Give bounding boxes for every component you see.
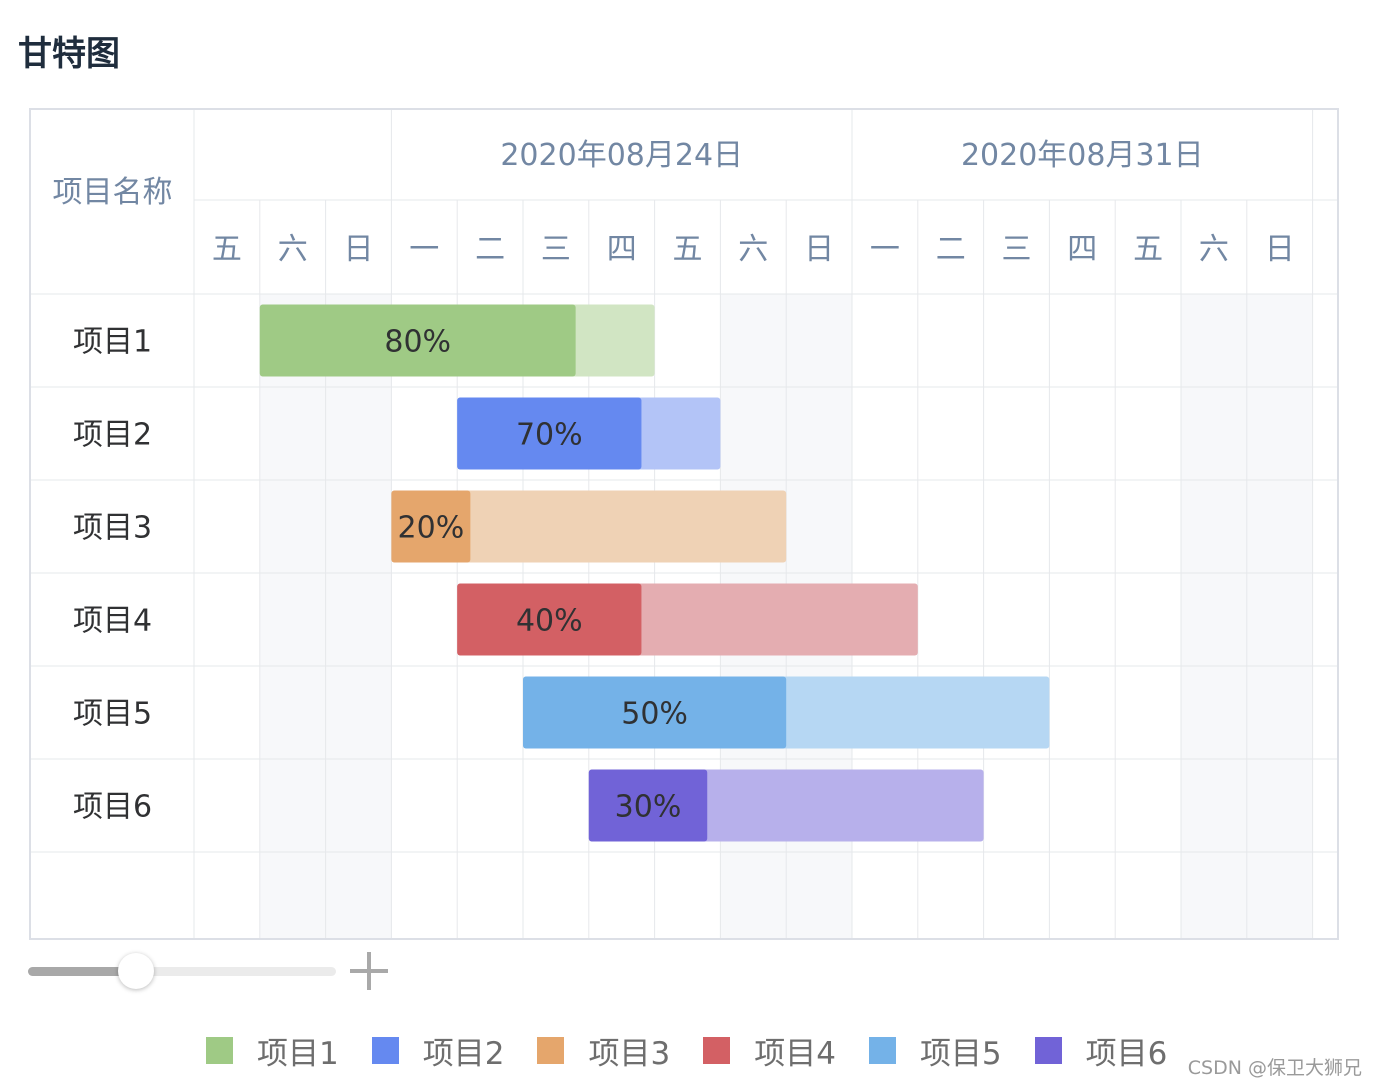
day-label: 一 — [870, 232, 900, 267]
legend-swatch — [206, 1036, 233, 1064]
task-name: 项目3 — [73, 511, 152, 546]
task-name: 项目1 — [73, 325, 152, 360]
week-label: 2020年08月24日 — [500, 138, 743, 173]
zoom-slider-fill — [28, 967, 136, 976]
legend-swatch — [371, 1036, 399, 1064]
day-label: 五 — [212, 232, 242, 267]
day-label: 六 — [738, 232, 768, 267]
row-header-label: 项目名称 — [53, 175, 173, 210]
task-progress — [259, 304, 576, 377]
task-name: 项目5 — [73, 697, 152, 732]
day-label: 五 — [1133, 232, 1163, 267]
task-progress-label: 70% — [516, 418, 583, 453]
legend-swatch — [1034, 1036, 1062, 1064]
legend-label: 项目5 — [919, 1035, 1002, 1072]
task-name: 项目4 — [73, 604, 152, 639]
legend-label: 项目2 — [422, 1035, 505, 1072]
legend-label: 项目1 — [257, 1035, 339, 1072]
zoom-in-icon[interactable] — [350, 952, 388, 990]
week-label: 2020年08月31日 — [961, 138, 1204, 173]
task-name: 项目2 — [73, 418, 152, 453]
legend-item[interactable]: 项目5 — [868, 1028, 1002, 1073]
day-label: 日 — [804, 232, 834, 267]
task-name: 项目6 — [73, 790, 152, 825]
task-progress — [391, 490, 471, 563]
day-label: 日 — [1265, 232, 1295, 267]
weekend-shade — [1246, 294, 1313, 938]
day-label: 日 — [344, 232, 374, 267]
legend-label: 项目6 — [1085, 1035, 1168, 1072]
watermark: CSDN @保卫大狮兄 — [1187, 1057, 1362, 1079]
task-progress — [588, 769, 708, 842]
legend: 项目1 项目2 项目3 项目4 项目5 项目6 — [206, 1028, 1200, 1072]
legend-swatch — [703, 1036, 731, 1064]
legend-label: 项目3 — [588, 1035, 671, 1072]
gantt-svg: 项目名称2020年08月24日 2020年08月31日五六日一二三四五六日一二三四… — [31, 110, 1337, 938]
zoom-slider-track[interactable] — [28, 967, 336, 976]
chart-title: 甘特图 — [18, 34, 120, 74]
weekend-shade — [259, 294, 326, 938]
day-label: 一 — [409, 232, 439, 267]
day-label: 二 — [936, 232, 966, 267]
zoom-slider-thumb[interactable] — [117, 953, 154, 989]
task-progress-label: 50% — [621, 697, 688, 732]
weekend-shade — [325, 294, 392, 938]
day-label: 四 — [607, 232, 637, 267]
legend-item[interactable]: 项目6 — [1034, 1028, 1168, 1073]
zoom-slider[interactable] — [28, 952, 348, 992]
day-label: 四 — [1067, 232, 1097, 267]
day-label: 三 — [1002, 232, 1032, 267]
day-label: 六 — [1199, 232, 1229, 267]
legend-item[interactable]: 项目3 — [537, 1028, 670, 1073]
task-progress-label: 20% — [398, 511, 465, 546]
task-progress-label: 40% — [516, 604, 583, 639]
day-label: 二 — [475, 232, 505, 267]
task-progress — [457, 397, 642, 470]
task-progress — [457, 583, 642, 656]
gantt-chart: 项目名称 2020年08月24日 2020年08月31日五六日一二三四五六日一二三四… — [29, 108, 1339, 940]
legend-item[interactable]: 项目2 — [371, 1028, 505, 1073]
legend-swatch — [537, 1036, 565, 1064]
task-bar — [391, 490, 787, 563]
weekend-shade — [1181, 294, 1247, 938]
task-progress-label: 80% — [384, 325, 451, 360]
day-label: 五 — [673, 232, 703, 267]
day-label: 三 — [541, 232, 571, 267]
legend-label: 项目4 — [754, 1035, 836, 1072]
task-progress — [523, 676, 787, 749]
legend-item[interactable]: 项目1 — [206, 1028, 339, 1073]
legend-swatch — [868, 1036, 896, 1064]
task-progress-label: 30% — [615, 790, 682, 825]
day-label: 六 — [278, 232, 308, 267]
legend-item[interactable]: 项目4 — [703, 1028, 836, 1073]
